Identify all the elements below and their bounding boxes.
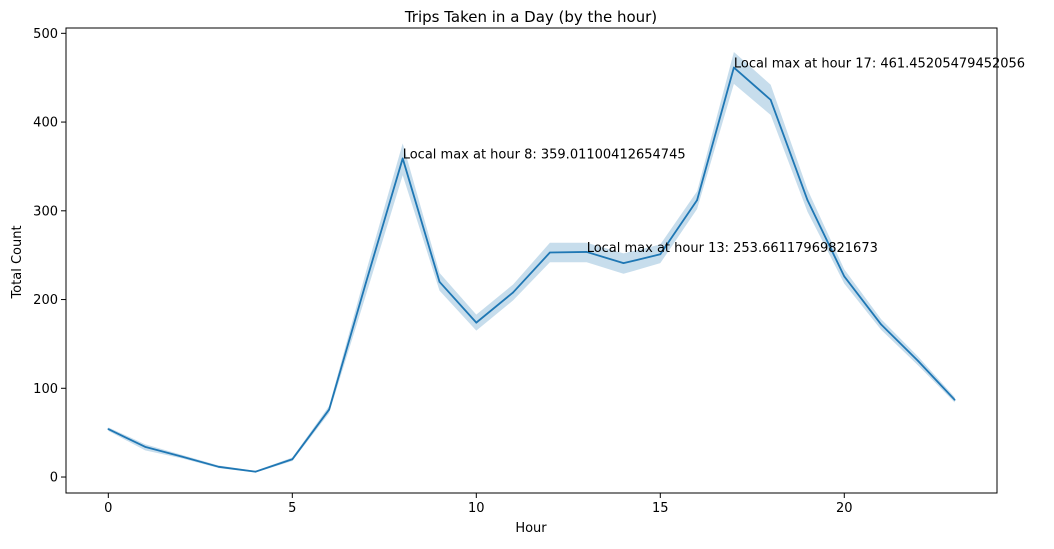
data-point (181, 455, 183, 458)
annotation-label: Local max at hour 13: 253.66117969821673 (587, 241, 878, 256)
y-tick-label: 300 (33, 204, 58, 219)
y-tick-label: 100 (33, 382, 58, 397)
data-point (917, 359, 919, 362)
data-point (659, 253, 662, 256)
data-point (475, 321, 478, 324)
y-tick-label: 500 (33, 27, 58, 42)
y-tick-label: 200 (33, 293, 58, 308)
data-point (696, 199, 698, 201)
data-point (733, 66, 735, 69)
data-point (585, 251, 588, 253)
y-tick-label: 0 (50, 471, 58, 486)
data-point (953, 399, 956, 401)
data-point (806, 199, 809, 201)
x-tick-label: 5 (288, 501, 296, 516)
x-tick-label: 10 (468, 501, 485, 516)
confidence-band (108, 51, 955, 473)
annotation-label: Local max at hour 17: 461.45205479452056 (734, 57, 1025, 72)
data-point (843, 275, 846, 278)
x-tick-label: 0 (104, 501, 112, 516)
data-point (549, 251, 551, 254)
y-axis-label: Total Count (10, 225, 25, 299)
chart-title: Trips Taken in a Day (by the hour) (404, 8, 657, 26)
x-tick-label: 15 (652, 501, 669, 516)
confidence-band-layer (108, 51, 955, 473)
data-point (254, 470, 257, 473)
data-point (512, 291, 514, 294)
x-axis-label: Hour (515, 521, 547, 536)
y-tick-label: 400 (33, 116, 58, 131)
annotation-label: Local max at hour 8: 359.01100412654745 (403, 147, 686, 162)
data-point (291, 458, 294, 461)
data-point (144, 446, 146, 448)
data-point (438, 281, 441, 283)
annotation-layer: Local max at hour 8: 359.01100412654745 L… (403, 57, 1025, 256)
series-line-layer (107, 66, 956, 473)
series-line (107, 66, 956, 473)
data-point (880, 323, 882, 326)
data-point (217, 466, 220, 468)
data-point (365, 281, 367, 284)
plot-frame (65, 27, 998, 494)
data-point (401, 157, 404, 160)
data-point (107, 428, 110, 430)
data-point (622, 262, 625, 264)
data-point (769, 99, 772, 101)
x-tick-label: 20 (836, 501, 853, 516)
data-point (328, 408, 330, 411)
